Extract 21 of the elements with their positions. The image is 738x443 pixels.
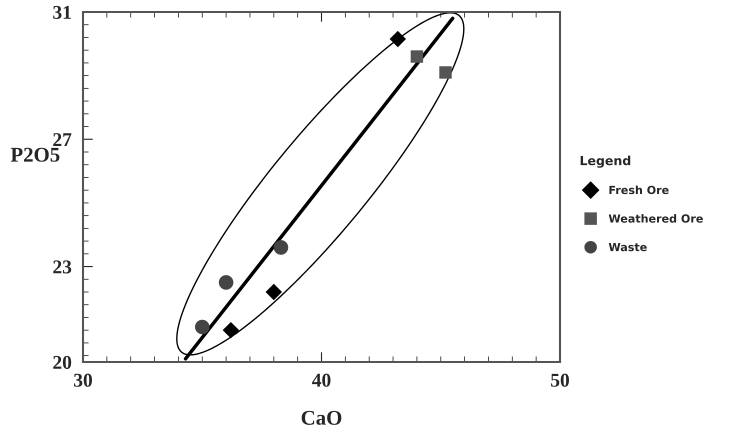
point xyxy=(266,284,282,300)
y-axis-title: P2O5 xyxy=(10,148,60,162)
legend-label: Waste xyxy=(608,242,647,252)
point xyxy=(194,320,210,334)
point xyxy=(390,30,406,48)
point xyxy=(274,240,288,255)
y-tick-label: 23 xyxy=(53,260,72,274)
y-tick-label: 27 xyxy=(53,133,72,146)
x-tick-label: 50 xyxy=(551,374,569,387)
x-tick-label: 40 xyxy=(312,374,330,387)
point xyxy=(439,66,452,79)
legend-label: Fresh Ore xyxy=(609,186,669,194)
legend-title: Legend xyxy=(580,156,630,168)
point xyxy=(218,275,234,290)
point xyxy=(410,50,424,63)
y-tick-label: 31 xyxy=(53,6,71,19)
x-tick-label: 30 xyxy=(74,374,92,387)
y-tick-label: 20 xyxy=(53,356,72,369)
x-axis-title: CaO xyxy=(302,410,342,425)
point xyxy=(222,322,240,338)
legend-label: Weathered Ore xyxy=(608,214,703,223)
